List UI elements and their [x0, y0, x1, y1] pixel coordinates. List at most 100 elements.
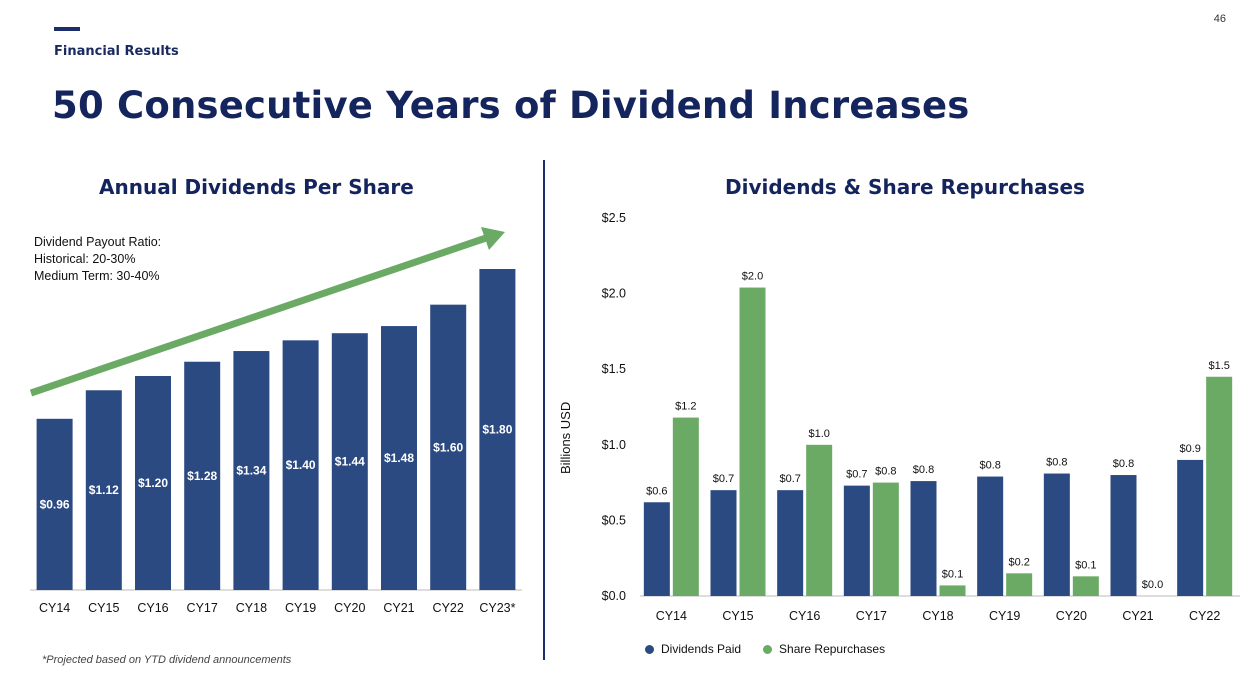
x-tick-label: CY20 — [334, 601, 365, 615]
x-tick-label: CY17 — [856, 609, 887, 623]
trend-arrow-head — [481, 227, 505, 250]
y-tick-label: $0.0 — [602, 589, 626, 603]
bar-data-label: $2.0 — [742, 271, 763, 283]
payout-note-line: Historical: 20-30% — [34, 252, 136, 266]
legend-swatch-dividends — [645, 644, 654, 654]
bar-share-repurchases — [939, 585, 966, 596]
bar-dividends-paid — [843, 485, 870, 596]
x-tick-label: CY22 — [1189, 609, 1220, 623]
bar-dividend-per-share — [430, 304, 467, 590]
bar-data-label: $0.9 — [1179, 443, 1200, 455]
bar-data-label: $0.8 — [1046, 457, 1067, 469]
bar-data-label: $0.7 — [713, 473, 734, 485]
legend-item-dividends: Dividends Paid — [645, 642, 741, 656]
bar-dividend-per-share — [184, 361, 221, 590]
bar-share-repurchases — [1006, 573, 1033, 596]
bar-dividends-paid — [910, 481, 937, 596]
legend-label-dividends: Dividends Paid — [661, 642, 742, 656]
accent-bar — [54, 27, 80, 31]
bar-dividends-paid — [1177, 459, 1204, 596]
bar-data-label: $1.48 — [384, 451, 414, 465]
bar-share-repurchases — [806, 444, 833, 596]
x-tick-label: CY14 — [656, 609, 687, 623]
x-tick-label: CY14 — [39, 601, 70, 615]
bar-dividend-per-share — [479, 269, 516, 590]
x-tick-label: CY15 — [88, 601, 119, 615]
bar-dividend-per-share — [233, 351, 270, 590]
x-tick-label: CY22 — [433, 601, 464, 615]
page-number: 46 — [1213, 13, 1226, 25]
bar-dividend-per-share — [135, 376, 171, 590]
bar-dividend-per-share — [85, 390, 122, 590]
bar-data-label: $0.2 — [1008, 556, 1029, 568]
bar-data-label: $1.40 — [286, 458, 316, 472]
left-chart-title: Annual Dividends Per Share — [99, 175, 414, 199]
bar-share-repurchases — [872, 482, 899, 596]
bar-data-label: $1.20 — [138, 476, 168, 490]
bar-data-label: $0.0 — [1142, 579, 1163, 591]
trend-arrow-line — [29, 234, 488, 397]
legend-swatch-repurchases — [763, 644, 773, 654]
bar-data-label: $0.8 — [913, 464, 934, 476]
x-tick-label: CY20 — [1056, 609, 1087, 623]
x-tick-label: CY19 — [989, 609, 1020, 623]
payout-note-line: Medium Term: 30-40% — [34, 269, 160, 283]
bar-data-label: $0.8 — [979, 460, 1000, 472]
bar-data-label: $0.1 — [942, 568, 963, 580]
bar-data-label: $0.8 — [1113, 458, 1134, 470]
bar-share-repurchases — [739, 287, 766, 596]
x-tick-label: CY23* — [479, 601, 515, 615]
legend-item-repurchases: Share Repurchases — [763, 642, 885, 656]
x-tick-label: CY18 — [922, 609, 953, 623]
y-tick-label: $2.0 — [602, 287, 626, 301]
bar-dividends-paid — [710, 490, 737, 596]
bar-share-repurchases — [1072, 576, 1099, 596]
y-tick-label: $0.5 — [602, 513, 626, 527]
bar-data-label: $1.12 — [89, 483, 119, 497]
bar-data-label: $1.44 — [335, 455, 365, 469]
bar-data-label: $1.80 — [482, 423, 512, 437]
bar-data-label: $1.5 — [1208, 360, 1229, 372]
y-tick-label: $2.5 — [602, 211, 626, 225]
bar-data-label: $1.2 — [675, 401, 696, 413]
legend: Dividends Paid Share Repurchases — [645, 642, 885, 656]
bar-dividends-paid — [643, 502, 670, 596]
bar-dividend-per-share — [331, 333, 368, 590]
bar-dividends-paid — [1043, 473, 1070, 596]
bar-dividend-per-share — [36, 418, 73, 590]
payout-note-line: Dividend Payout Ratio: — [34, 235, 162, 249]
x-tick-label: CY21 — [383, 601, 414, 615]
bar-data-label: $0.1 — [1075, 559, 1096, 571]
x-tick-label: CY21 — [1122, 609, 1153, 623]
x-tick-label: CY17 — [187, 601, 218, 615]
bar-dividend-per-share — [381, 326, 417, 590]
bar-data-label: $0.8 — [875, 466, 896, 478]
y-tick-label: $1.0 — [602, 438, 626, 452]
section-label: Financial Results — [54, 44, 179, 59]
bar-data-label: $1.60 — [433, 440, 463, 454]
y-axis-label: Billions USD — [558, 401, 573, 474]
bar-share-repurchases — [672, 417, 699, 596]
divider — [543, 160, 545, 660]
x-tick-label: CY18 — [236, 601, 267, 615]
legend-label-repurchases: Share Repurchases — [779, 642, 886, 656]
bar-dividend-per-share — [282, 340, 319, 590]
bar-dividends-paid — [777, 490, 804, 596]
x-tick-label: CY16 — [137, 601, 168, 615]
bar-dividends-paid — [977, 476, 1004, 596]
x-tick-label: CY16 — [789, 609, 820, 623]
y-tick-label: $1.5 — [602, 362, 626, 376]
x-tick-label: CY19 — [285, 601, 316, 615]
bar-dividends-paid — [1110, 475, 1137, 596]
bar-data-label: $0.6 — [646, 485, 667, 497]
bar-data-label: $1.34 — [236, 464, 266, 478]
bar-data-label: $0.7 — [779, 473, 800, 485]
x-tick-label: CY15 — [722, 609, 753, 623]
page-title: 50 Consecutive Years of Dividend Increas… — [52, 84, 970, 127]
footnote: *Projected based on YTD dividend announc… — [42, 654, 292, 666]
right-chart-title: Dividends & Share Repurchases — [725, 175, 1085, 199]
bar-share-repurchases — [1206, 376, 1233, 596]
payout-note: Dividend Payout Ratio: Historical: 20-30… — [34, 234, 161, 285]
bar-data-label: $1.28 — [187, 469, 217, 483]
